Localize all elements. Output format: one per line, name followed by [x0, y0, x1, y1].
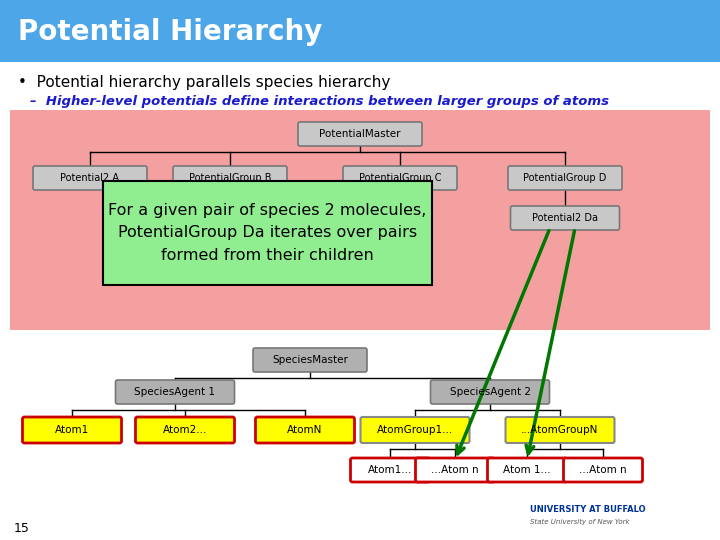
Text: Atom1...: Atom1...: [368, 465, 412, 475]
FancyBboxPatch shape: [22, 417, 122, 443]
Text: ...Atom n: ...Atom n: [431, 465, 479, 475]
Text: PotentialGroup C: PotentialGroup C: [359, 173, 441, 183]
Text: SpeciesAgent 2: SpeciesAgent 2: [449, 387, 531, 397]
FancyBboxPatch shape: [298, 122, 422, 146]
FancyBboxPatch shape: [343, 166, 457, 190]
Text: ...AtomGroupN: ...AtomGroupN: [521, 425, 599, 435]
Bar: [10, 110, 710, 330]
Text: SpeciesAgent 1: SpeciesAgent 1: [135, 387, 215, 397]
FancyBboxPatch shape: [351, 458, 430, 482]
Text: –  Higher-level potentials define interactions between larger groups of atoms: – Higher-level potentials define interac…: [30, 94, 609, 107]
FancyBboxPatch shape: [33, 166, 147, 190]
Text: Atom 1...: Atom 1...: [503, 465, 551, 475]
Text: PotentialGroup B: PotentialGroup B: [189, 173, 271, 183]
Text: AtomN: AtomN: [287, 425, 323, 435]
Text: State University of New York: State University of New York: [530, 519, 629, 525]
FancyBboxPatch shape: [103, 181, 432, 285]
FancyBboxPatch shape: [361, 417, 469, 443]
FancyBboxPatch shape: [253, 348, 367, 372]
Text: Potential Hierarchy: Potential Hierarchy: [18, 18, 323, 46]
FancyBboxPatch shape: [173, 166, 287, 190]
FancyBboxPatch shape: [431, 380, 549, 404]
Text: ...Atom n: ...Atom n: [579, 465, 627, 475]
FancyBboxPatch shape: [508, 166, 622, 190]
FancyBboxPatch shape: [487, 458, 567, 482]
Text: UNIVERSITY AT BUFFALO: UNIVERSITY AT BUFFALO: [530, 505, 646, 515]
FancyBboxPatch shape: [135, 417, 235, 443]
Text: For a given pair of species 2 molecules,
PotentialGroup Da iterates over pairs
f: For a given pair of species 2 molecules,…: [108, 203, 427, 262]
Text: Potential2 A: Potential2 A: [60, 173, 120, 183]
FancyBboxPatch shape: [505, 417, 614, 443]
FancyBboxPatch shape: [510, 206, 619, 230]
FancyBboxPatch shape: [564, 458, 642, 482]
Bar: [0, 0, 720, 62]
Text: PotentialMaster: PotentialMaster: [319, 129, 401, 139]
Text: AtomGroup1...: AtomGroup1...: [377, 425, 453, 435]
Text: Atom2...: Atom2...: [163, 425, 207, 435]
Text: PotentialGroup D: PotentialGroup D: [523, 173, 607, 183]
FancyBboxPatch shape: [415, 458, 495, 482]
Text: 15: 15: [14, 522, 30, 535]
Text: •  Potential hierarchy parallels species hierarchy: • Potential hierarchy parallels species …: [18, 75, 390, 90]
FancyBboxPatch shape: [115, 380, 235, 404]
Text: Atom1: Atom1: [55, 425, 89, 435]
Text: SpeciesMaster: SpeciesMaster: [272, 355, 348, 365]
FancyBboxPatch shape: [256, 417, 354, 443]
Text: Potential2 Da: Potential2 Da: [532, 213, 598, 223]
